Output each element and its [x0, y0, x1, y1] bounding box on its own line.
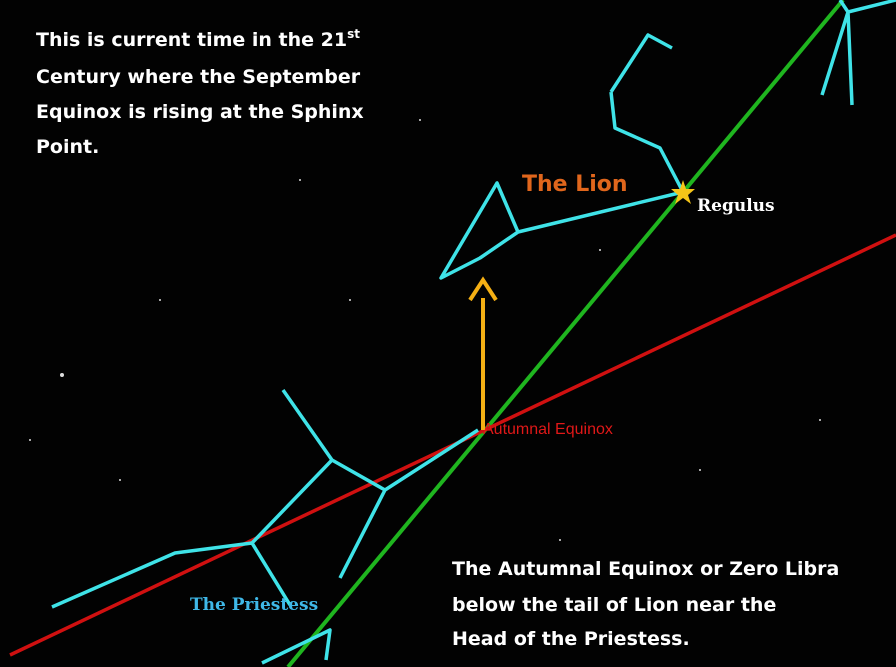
caption-line: Head of the Priestess. — [452, 628, 690, 650]
caption-line: below the tail of Lion near the — [452, 594, 776, 616]
intro-text: This is current time in the 21 — [36, 29, 347, 51]
priestess-label: The Priestess — [190, 595, 318, 615]
caption-line: The Autumnal Equinox or Zero Libra — [452, 558, 839, 580]
equinox-label: Autumnal Equinox — [483, 421, 613, 438]
regulus-label: Regulus — [697, 196, 775, 216]
sky-diagram: This is current time in the 21st Century… — [0, 0, 896, 667]
intro-line: Century where the September — [36, 66, 361, 88]
intro-line: This is current time in the 21st — [36, 27, 360, 51]
lion-label: The Lion — [522, 172, 628, 197]
intro-line: Equinox is rising at the Sphinx — [36, 101, 364, 123]
superscript: st — [347, 27, 360, 41]
intro-line: Point. — [36, 136, 99, 158]
